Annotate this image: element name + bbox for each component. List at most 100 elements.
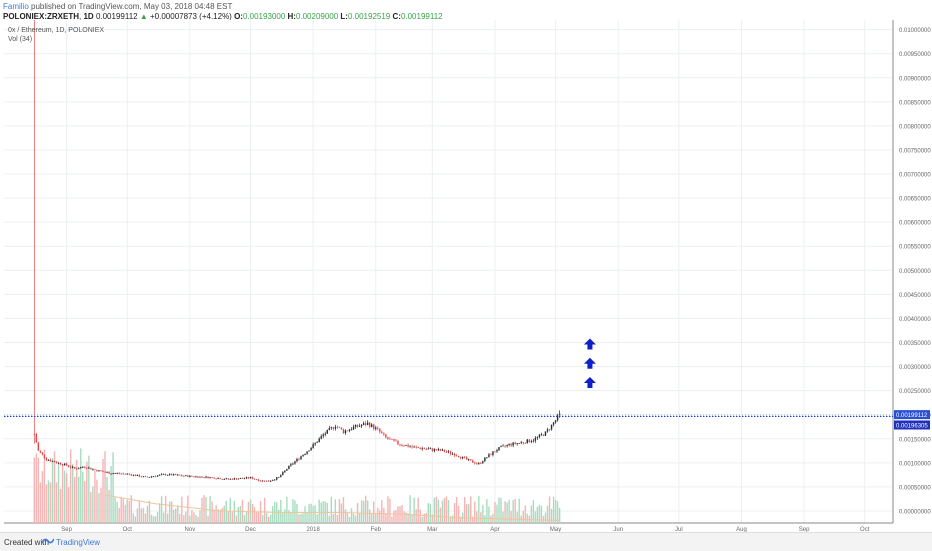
candle-body (302, 454, 304, 457)
candle-body (191, 475, 193, 477)
candle-body (259, 480, 262, 482)
volume-bar (419, 509, 421, 523)
candle-body (92, 469, 94, 471)
candle-body (90, 467, 92, 470)
candle-body (536, 436, 539, 438)
x-tick-label: Sep (799, 527, 810, 532)
candle-body (429, 448, 432, 450)
author-link[interactable]: Familio (3, 2, 29, 11)
candle-body (554, 420, 557, 423)
high-label: H: (287, 12, 296, 21)
candle-body (433, 449, 436, 451)
volume-bar (150, 514, 153, 523)
candle-body (366, 422, 369, 425)
volume-bar (65, 473, 68, 523)
candle-body (106, 472, 108, 473)
volume-bar (340, 503, 343, 523)
volume-bar (544, 512, 547, 523)
y-tick-label: 0.00000000 (899, 509, 931, 515)
candle-body (47, 459, 50, 461)
volume-bar (427, 503, 430, 523)
volume-bar (558, 507, 561, 523)
volume-bar (148, 500, 151, 523)
candle-body (237, 478, 240, 480)
candle-body (261, 480, 264, 482)
candle-body (451, 453, 454, 455)
y-tick-label: 0.00450000 (899, 293, 931, 299)
volume-bar (267, 516, 270, 523)
candle-body (417, 447, 419, 448)
candle-body (358, 425, 361, 427)
volume-bar (405, 512, 407, 523)
volume-bar (348, 516, 351, 523)
candle-body (470, 459, 472, 461)
candle-body (282, 472, 284, 476)
volume-bar (508, 499, 510, 523)
candle-body (55, 462, 58, 464)
volume-bar (63, 470, 66, 523)
candle-body (350, 429, 353, 431)
candle-body (35, 433, 38, 443)
candle-body (447, 451, 450, 453)
volume-bar (453, 503, 456, 523)
y-tick-label: 0.01000000 (899, 28, 931, 34)
candle-body (207, 476, 209, 479)
candle-body (211, 477, 213, 479)
candle-body (253, 478, 256, 480)
candle-body (146, 476, 149, 478)
candle-body (201, 476, 203, 478)
volume-bar (76, 459, 78, 523)
volume-bar (310, 503, 312, 523)
volume-bar (166, 513, 169, 523)
volume-bar (227, 511, 229, 523)
candle-body (114, 473, 116, 475)
candle-body (217, 478, 219, 479)
volume-bar (516, 511, 518, 523)
candle-body (421, 448, 423, 450)
volume-bar (112, 452, 114, 523)
candle-body (379, 428, 381, 432)
candle-body (179, 474, 181, 476)
volume-bar (300, 513, 302, 523)
volume-bar (292, 499, 294, 523)
candle-body (512, 442, 514, 446)
volume-bar (490, 515, 492, 523)
candle-body (506, 444, 508, 447)
candle-body (82, 467, 84, 468)
candle-body (336, 426, 339, 428)
candle-body (504, 445, 506, 447)
volume-bar (191, 510, 193, 523)
candle-body (526, 439, 529, 444)
tradingview-link[interactable]: TradingView (56, 538, 101, 547)
candle-body (445, 451, 448, 453)
x-tick-label: Sep (61, 527, 72, 532)
candle-body (148, 476, 151, 478)
candle-body (498, 447, 500, 451)
volume-bar (502, 511, 504, 523)
volume-bar (59, 488, 62, 523)
candle-body (116, 473, 118, 474)
volume-bar (120, 496, 122, 523)
volume-bar (413, 497, 415, 523)
volume-bar (49, 482, 52, 523)
volume-bar (53, 451, 56, 523)
candle-body (393, 439, 395, 441)
candle-body (221, 479, 223, 480)
volume-bar (514, 498, 516, 523)
candle-body (231, 478, 234, 480)
price-chart[interactable]: 0.00000000 0.00050000 0.00100000 0.00150000… (4, 20, 932, 532)
volume-bar (377, 507, 379, 523)
chart-area[interactable]: 0.00000000 0.00050000 0.00100000 0.00150000… (4, 20, 931, 532)
candle-body (45, 457, 48, 460)
candle-body (53, 461, 56, 463)
volume-bar (421, 516, 423, 523)
ohlc-header: POLONIEX:ZRXETH, 1D 0.00199112 ▲ +0.0000… (3, 12, 443, 21)
volume-bar (445, 496, 448, 523)
candle-body (39, 450, 42, 453)
candle-body (459, 457, 462, 459)
candle-body (552, 422, 555, 425)
candle-body (67, 465, 70, 467)
candle-body (251, 477, 254, 479)
volume-bar (183, 515, 185, 523)
x-tick-label: Apr (490, 527, 499, 532)
